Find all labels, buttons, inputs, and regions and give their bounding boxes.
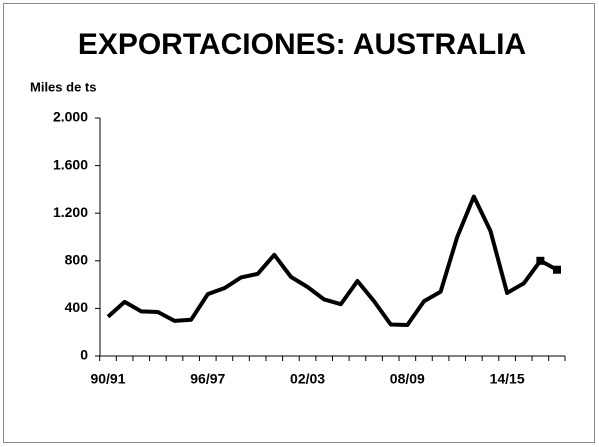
point-marker [553,265,561,274]
y-tick-label: 1.200 [53,204,88,220]
x-tick-label: 02/03 [290,371,325,387]
line [106,194,558,328]
x-tick-label: 14/15 [490,371,525,387]
y-axis-label: Miles de ts [30,79,96,94]
y-tick-label: 0 [80,347,88,363]
point-marker [536,256,545,265]
x-tick-label: 90/91 [90,371,125,387]
x-tick-label: 08/09 [390,371,425,387]
frame [3,3,595,443]
y-tick-label: 2.000 [53,109,88,125]
y-tick-label: 400 [65,299,89,315]
y-tick-label: 800 [65,252,89,268]
x-tick-label: 96/97 [190,371,225,387]
chart-title: EXPORTACIONES: AUSTRALIA [78,28,526,61]
y-tick-label: 1.600 [53,156,88,172]
